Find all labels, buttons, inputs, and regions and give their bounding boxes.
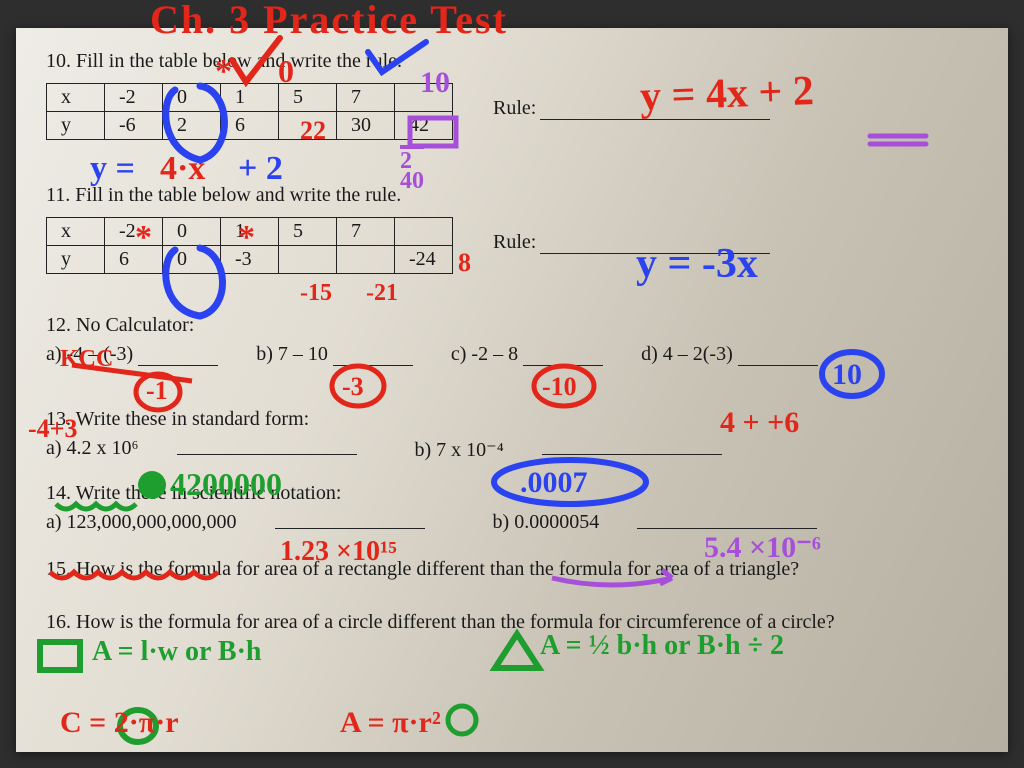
table-row: y-6 26 30 42 [47,112,453,140]
q11-rule-label: Rule: [493,231,770,254]
q10-prompt: 10. Fill in the table below and write th… [46,50,978,73]
q11-prompt: 11. Fill in the table below and write th… [46,184,978,207]
q10-group: x-2 01 57 y-6 26 30 42 Rule: [46,79,978,150]
q10-table: x-2 01 57 y-6 26 30 42 [46,83,453,140]
table-row: y6 0-3 -24 [47,246,453,274]
q12-heading: 12. No Calculator: [46,314,978,337]
table-row: x-2 01 57 [47,218,453,246]
q14-parts: a) 123,000,000,000,000 b) 0.0000054 [46,511,978,534]
q16-prompt: 16. How is the formula for area of a cir… [46,611,978,634]
q13-prompt: 13. Write these in standard form: [46,408,978,431]
table-row: x-2 01 57 [47,84,453,112]
q12-parts: a) -4 – (-3) b) 7 – 10 c) -2 – 8 d) 4 – … [46,343,978,366]
q11-group: x-2 01 57 y6 0-3 -24 Rule: [46,213,978,284]
q15-prompt: 15. How is the formula for area of a rec… [46,558,978,581]
q10-rule-label: Rule: [493,97,770,120]
q14-prompt: 14. Write these in scientific notation: [46,482,978,505]
worksheet-paper: 10. Fill in the table below and write th… [16,28,1008,752]
q13-parts: a) 4.2 x 10⁶ b) 7 x 10⁻⁴ [46,437,978,462]
q11-table: x-2 01 57 y6 0-3 -24 [46,217,453,274]
